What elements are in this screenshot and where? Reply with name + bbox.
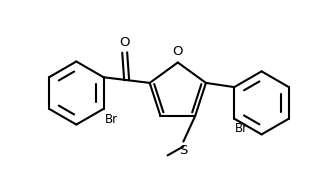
- Text: O: O: [119, 36, 130, 49]
- Text: S: S: [179, 144, 187, 157]
- Text: O: O: [173, 45, 183, 58]
- Text: Br: Br: [235, 122, 248, 135]
- Text: Br: Br: [105, 113, 118, 126]
